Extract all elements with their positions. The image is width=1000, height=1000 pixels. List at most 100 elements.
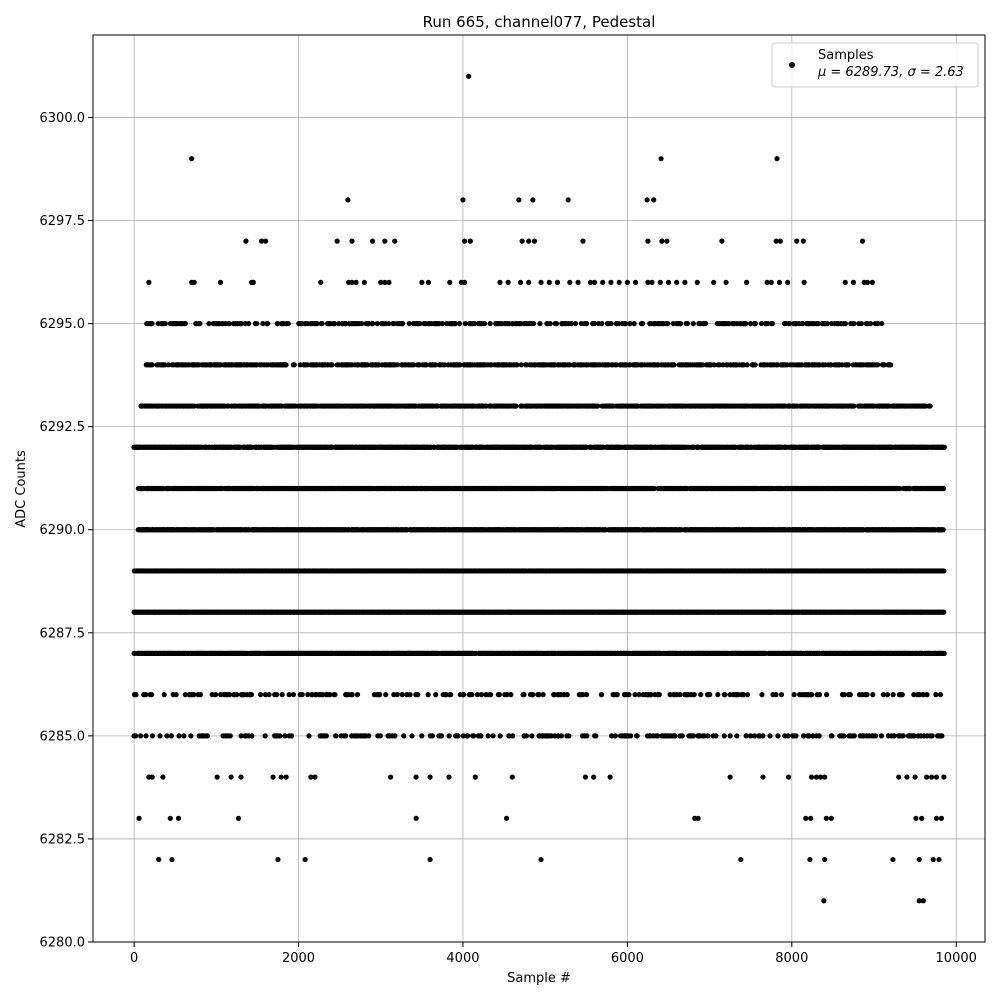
data-point xyxy=(816,692,823,698)
data-point xyxy=(580,692,586,698)
data-point xyxy=(258,238,265,244)
data-point xyxy=(516,197,522,203)
data-point xyxy=(813,774,820,780)
data-point xyxy=(744,692,751,698)
data-point xyxy=(530,197,536,203)
data-point xyxy=(658,156,664,162)
data-point xyxy=(891,733,897,739)
data-point xyxy=(161,692,167,698)
data-point xyxy=(740,692,746,698)
data-point xyxy=(721,733,727,739)
data-point xyxy=(941,774,947,780)
data-point xyxy=(591,279,598,285)
data-point xyxy=(394,692,400,698)
data-point xyxy=(526,279,532,285)
data-point xyxy=(851,733,857,739)
data-point xyxy=(149,692,155,698)
data-point xyxy=(334,238,340,244)
data-point xyxy=(257,692,264,698)
data-point xyxy=(645,238,651,244)
data-point xyxy=(377,733,383,739)
data-point xyxy=(433,692,439,698)
data-point xyxy=(529,733,535,739)
data-point xyxy=(446,774,452,780)
data-point xyxy=(250,279,256,285)
data-point xyxy=(695,815,701,821)
data-point xyxy=(461,692,467,698)
data-point xyxy=(133,692,139,698)
data-point xyxy=(519,238,525,244)
data-point xyxy=(460,197,466,203)
data-point xyxy=(299,692,305,698)
data-point xyxy=(566,733,572,739)
data-point xyxy=(214,774,220,780)
data-point xyxy=(167,815,173,821)
data-point xyxy=(425,279,432,285)
data-point xyxy=(274,692,280,698)
data-point xyxy=(349,238,355,244)
data-point xyxy=(388,774,394,780)
data-point xyxy=(238,733,244,739)
data-point xyxy=(248,692,255,698)
data-point xyxy=(747,733,754,739)
data-point xyxy=(847,692,853,698)
data-point xyxy=(632,279,639,285)
data-point xyxy=(536,692,542,698)
data-point xyxy=(785,774,792,780)
data-point xyxy=(941,568,947,574)
data-point xyxy=(773,692,779,698)
data-point xyxy=(455,733,461,739)
data-point xyxy=(189,156,195,162)
data-point xyxy=(419,733,425,739)
data-point xyxy=(705,733,711,739)
data-point xyxy=(413,815,419,821)
data-point xyxy=(227,733,233,739)
data-point xyxy=(580,238,586,244)
data-point xyxy=(677,692,683,698)
data-point xyxy=(940,527,946,533)
data-point xyxy=(349,692,355,698)
data-point xyxy=(382,279,388,285)
data-point xyxy=(870,692,876,698)
data-point xyxy=(278,774,284,780)
data-point xyxy=(517,279,524,285)
data-point xyxy=(777,238,783,244)
data-point xyxy=(173,692,179,698)
data-point xyxy=(446,733,452,739)
data-point xyxy=(803,815,809,821)
data-point xyxy=(752,733,758,739)
data-point xyxy=(645,279,651,285)
data-point xyxy=(800,733,807,739)
data-point xyxy=(488,692,494,698)
data-point xyxy=(941,650,947,657)
data-point xyxy=(575,279,581,285)
data-point xyxy=(872,733,879,739)
data-point xyxy=(323,733,329,739)
data-point xyxy=(649,279,655,285)
data-point xyxy=(504,692,510,698)
data-point xyxy=(263,238,269,244)
data-point xyxy=(191,692,197,698)
data-point xyxy=(626,692,632,698)
data-point xyxy=(521,692,527,698)
data-point xyxy=(634,733,640,739)
data-point xyxy=(924,692,930,698)
data-point xyxy=(920,692,927,698)
data-point xyxy=(318,279,324,285)
data-point xyxy=(719,238,725,244)
data-point xyxy=(425,692,431,698)
data-point xyxy=(904,774,910,780)
data-point xyxy=(238,774,244,780)
data-point xyxy=(157,733,163,739)
data-point xyxy=(540,692,546,698)
data-point xyxy=(554,279,561,285)
data-point xyxy=(386,279,392,285)
data-point xyxy=(655,733,661,739)
data-point xyxy=(490,733,496,739)
data-point xyxy=(807,856,813,863)
data-point xyxy=(609,733,615,739)
data-point xyxy=(471,733,477,739)
data-point xyxy=(497,279,503,285)
data-point xyxy=(509,774,515,780)
data-point xyxy=(567,279,573,285)
